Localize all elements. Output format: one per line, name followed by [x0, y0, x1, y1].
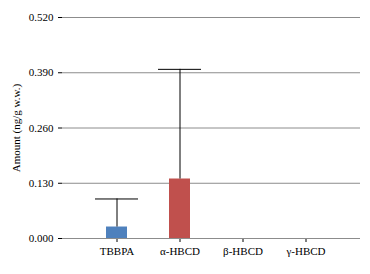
- svg-text:γ-HBCD: γ-HBCD: [285, 245, 325, 257]
- svg-text:0.130: 0.130: [29, 177, 54, 189]
- svg-text:0.000: 0.000: [29, 232, 54, 244]
- svg-text:0.260: 0.260: [29, 122, 54, 134]
- svg-text:α-HBCD: α-HBCD: [160, 245, 200, 257]
- svg-text:Amount (ng/g w.w.): Amount (ng/g w.w.): [10, 83, 23, 172]
- svg-text:0.390: 0.390: [29, 66, 54, 78]
- svg-text:0.520: 0.520: [29, 11, 54, 23]
- svg-text:TBBPA: TBBPA: [100, 245, 135, 257]
- svg-text:β-HBCD: β-HBCD: [223, 245, 263, 257]
